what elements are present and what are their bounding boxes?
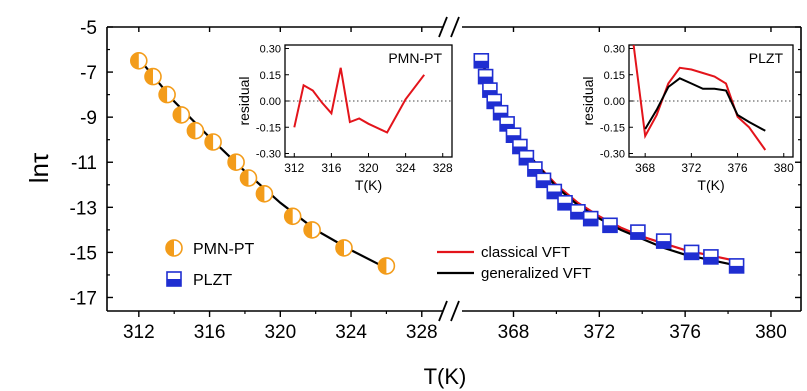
- data-point-plzt: [728, 258, 745, 274]
- x-tick-label: 312: [123, 322, 155, 343]
- axis-break-mark: [438, 300, 448, 322]
- data-point-pmn-pt: [158, 85, 176, 104]
- inset-x-tick-label: 372: [681, 161, 701, 175]
- data-point-plzt: [473, 52, 490, 69]
- data-point-pmn-pt: [255, 185, 274, 203]
- inset-y-tick-label: -0.15: [600, 122, 625, 134]
- inset-residual-line: [293, 67, 425, 134]
- inset-x-axis-title: T(K): [697, 177, 724, 193]
- data-point-plzt: [477, 68, 494, 85]
- legend-lines: classical VFT generalized VFT: [437, 244, 591, 282]
- data-point-pmn-pt: [172, 106, 191, 124]
- data-point-pmn-pt: [130, 51, 148, 70]
- inset-label: PLZT: [749, 50, 784, 66]
- y-tick-label: -5: [80, 18, 97, 39]
- data-point-plzt: [557, 195, 573, 211]
- x-tick-label: 380: [755, 322, 787, 343]
- data-point-plzt: [518, 149, 535, 166]
- x-tick-label: 376: [669, 322, 701, 343]
- y-tick-label: -11: [71, 153, 97, 174]
- data-point-pmn-pt: [239, 169, 258, 187]
- inset-y-axis-title: residual: [580, 76, 596, 125]
- legend-label: classical VFT: [481, 244, 570, 261]
- data-point-pmn-pt: [377, 257, 396, 275]
- inset-x-tick-label: 316: [321, 161, 341, 175]
- data-point-plzt: [630, 224, 646, 240]
- inset-x-tick-label: 368: [635, 161, 655, 175]
- legend-label: generalized VFT: [481, 265, 591, 282]
- data-point-pmn-pt: [283, 207, 302, 226]
- inset-y-tick-label: 0.00: [604, 96, 625, 108]
- x-tick-label: 328: [406, 322, 438, 343]
- inset-y-tick-label: -0.15: [256, 122, 281, 134]
- legend-label: PLZT: [193, 272, 232, 289]
- x-axis-title: T(K): [424, 364, 467, 389]
- data-point-pmn-pt: [303, 221, 321, 239]
- inset-y-tick-label: -0.30: [600, 149, 625, 161]
- inset-y-tick-label: 0.00: [260, 96, 281, 108]
- inset-plzt: 0.30 0.15 0.00 -0.15 -0.30 368 372 376 380 T(K) re…: [580, 44, 794, 194]
- axis-break-mark: [450, 300, 460, 322]
- data-point-plzt: [655, 233, 672, 249]
- inset-frame: [284, 44, 453, 158]
- inset-y-tick-label: 0.30: [604, 44, 625, 56]
- inset-y-tick-label: -0.30: [256, 149, 281, 161]
- y-tick-label: -9: [80, 108, 97, 129]
- axis-break-mark: [450, 16, 460, 38]
- inset-x-tick-label: 380: [774, 161, 794, 175]
- inset-residual-line: [632, 44, 767, 151]
- data-point-pmn-pt: [144, 67, 162, 86]
- data-point-plzt: [570, 204, 586, 220]
- inset-x-tick-label: 376: [728, 161, 748, 175]
- inset-label: PMN-PT: [388, 50, 442, 66]
- x-tick-label: 324: [335, 322, 367, 343]
- data-point-plzt: [703, 249, 719, 265]
- data-point-plzt: [683, 244, 700, 261]
- x-tick-label: 320: [264, 322, 296, 343]
- legend-label: PMN-PT: [193, 241, 255, 258]
- axis-break-mark: [438, 16, 448, 38]
- data-point-pmn-pt: [186, 121, 205, 140]
- y-tick-label: -7: [80, 63, 97, 84]
- inset-x-tick-label: 320: [358, 161, 378, 175]
- inset-x-axis-title: T(K): [355, 177, 382, 193]
- inset-y-tick-label: 0.15: [260, 70, 281, 82]
- legend-markers: PMN-PT PLZT: [165, 239, 255, 289]
- data-point-plzt: [527, 161, 543, 177]
- inset-x-tick-label: 324: [396, 161, 416, 175]
- x-tick-label: 372: [583, 322, 615, 343]
- y-tick-label: -13: [70, 198, 97, 219]
- legend-swatch-plzt: [166, 271, 182, 287]
- data-point-pmn-pt: [335, 239, 353, 257]
- x-tick-label: 368: [498, 322, 530, 343]
- data-point-pmn-pt: [204, 133, 222, 151]
- inset-y-tick-label: 0.30: [260, 44, 281, 56]
- data-point-plzt: [546, 183, 563, 200]
- legend-swatch-pmn-pt: [165, 239, 183, 257]
- y-tick-label: -17: [70, 288, 97, 309]
- inset-y-tick-label: 0.15: [604, 70, 625, 82]
- inset-y-axis-title: residual: [236, 76, 252, 125]
- y-tick-label: -15: [70, 243, 97, 264]
- inset-residual-line: [644, 77, 766, 132]
- inset-x-tick-label: 328: [433, 161, 453, 175]
- inset-x-tick-label: 312: [284, 161, 304, 175]
- y-axis-title: lnτ: [24, 152, 54, 183]
- data-point-plzt: [602, 217, 618, 234]
- data-point-plzt: [582, 210, 599, 227]
- data-point-pmn-pt: [227, 153, 245, 171]
- x-tick-label: 316: [194, 322, 226, 343]
